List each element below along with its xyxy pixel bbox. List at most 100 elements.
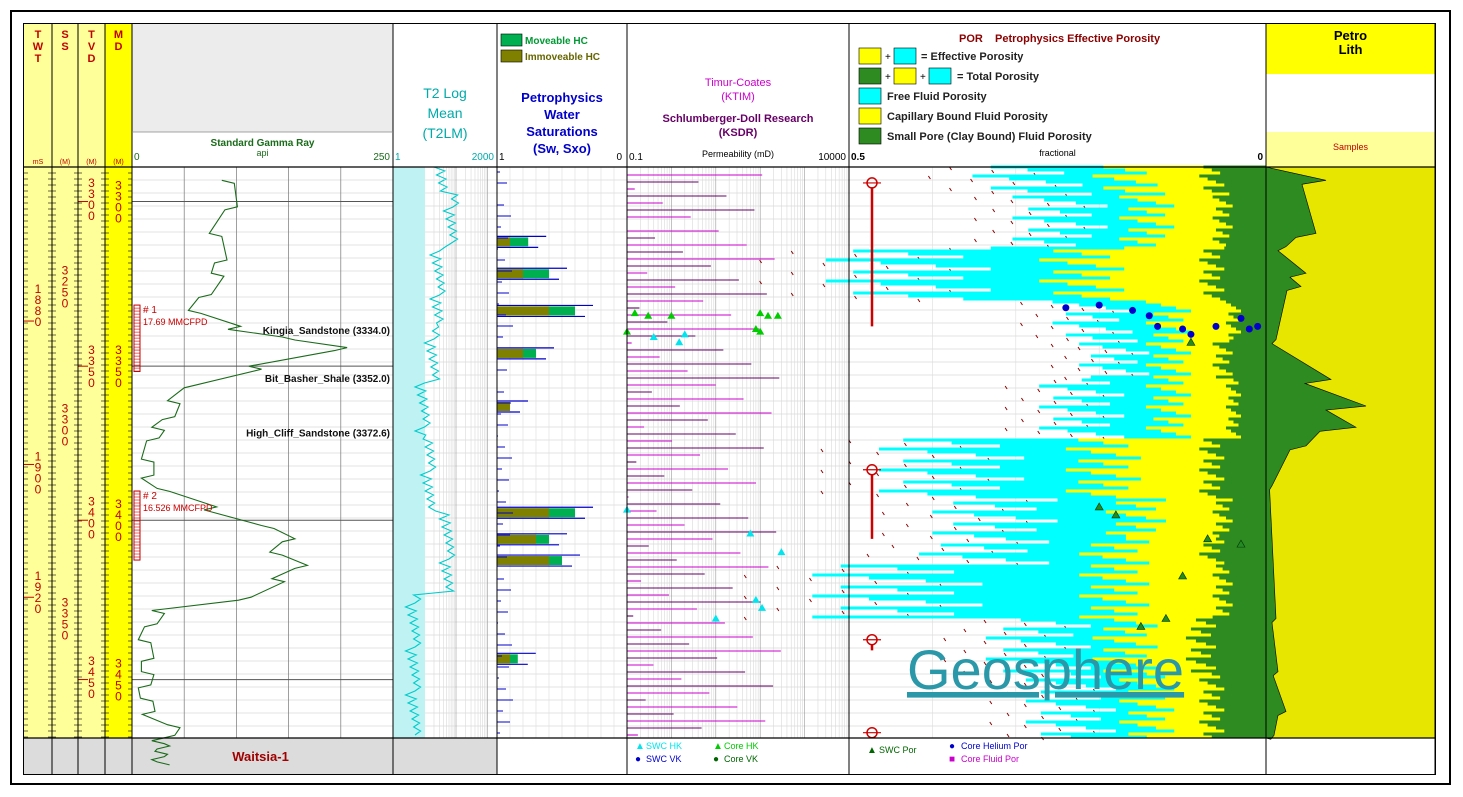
core-hk-point — [773, 311, 782, 319]
md-depth-label: 3 — [115, 343, 122, 357]
lith-header-bg — [1266, 24, 1435, 74]
md-unit: (M) — [113, 159, 124, 166]
sat-legend-label: Immoveable HC — [525, 52, 600, 63]
total-porosity-curve — [776, 565, 780, 570]
md-depth-label: 3 — [115, 190, 122, 204]
total-porosity-curve — [876, 472, 880, 477]
total-porosity-curve — [1066, 337, 1069, 342]
total-porosity-curve — [1053, 400, 1057, 405]
ss-depth-label: 5 — [62, 617, 69, 631]
twt-depth-label: 1 — [35, 569, 42, 583]
sat-max: 0 — [616, 152, 622, 163]
md-depth-label: 3 — [115, 179, 122, 193]
tot-por-swatch-yellow — [893, 67, 917, 85]
tvd-header-letter: D — [88, 53, 96, 65]
tvd-depth-label: 0 — [88, 198, 95, 212]
total-porosity-curve — [1050, 304, 1054, 309]
total-porosity-curve — [1023, 724, 1027, 729]
md-depth-label: 4 — [115, 668, 122, 682]
well-log-chart: TWTmSSS(M)TVD(M)MD(M)1880190019203250330… — [24, 24, 1435, 774]
t2lm-title-line: (T2LM) — [422, 125, 467, 141]
formation-top-label: Bit_Basher_Shale (3352.0) — [265, 374, 390, 385]
ss-depth-label: 0 — [62, 297, 69, 311]
twt-header-letter: T — [35, 29, 42, 41]
swc-hk-point — [711, 614, 720, 622]
tot-por-swatch-cyan — [928, 67, 952, 85]
total-porosity-curve — [1004, 385, 1008, 390]
total-porosity-curve — [989, 679, 993, 684]
total-porosity-curve — [820, 469, 824, 474]
total-porosity-curve — [929, 514, 933, 519]
sat-title-line: (Sw, Sxo) — [533, 141, 591, 156]
total-porosity-curve — [1069, 391, 1073, 396]
total-porosity-curve — [854, 295, 857, 300]
total-porosity-curve — [841, 589, 845, 594]
total-porosity-curve — [820, 490, 824, 495]
total-porosity-curve — [874, 580, 878, 585]
ss-depth-label: 0 — [62, 628, 69, 642]
total-porosity-curve — [1066, 316, 1069, 321]
total-porosity-curve — [949, 187, 952, 192]
por-unit: fractional — [1039, 148, 1076, 158]
por-title: Petrophysics Effective Porosity — [995, 33, 1161, 45]
tvd-depth-label: 3 — [88, 187, 95, 201]
immoveable-hc-band — [497, 508, 549, 518]
total-porosity-curve — [917, 298, 921, 303]
t2lm-curve — [404, 166, 460, 736]
total-porosity-curve — [943, 658, 947, 663]
swc-hk-point — [680, 330, 689, 338]
sat-title-line: Petrophysics — [521, 90, 603, 105]
total-porosity-curve — [977, 517, 981, 522]
total-porosity-curve — [822, 262, 826, 267]
test-id: # 1 — [143, 305, 157, 316]
sat-min: 1 — [499, 152, 505, 163]
test-rate: 16.526 MMCFPD — [143, 503, 213, 513]
por-legend-swatch — [858, 107, 882, 125]
total-porosity-curve — [992, 208, 996, 213]
total-porosity-curve — [1041, 694, 1044, 699]
por-legend-total: = Total Porosity — [957, 71, 1040, 83]
total-porosity-curve — [876, 493, 880, 498]
tvd-depth-label: 0 — [88, 517, 95, 531]
swc-por-point — [1111, 510, 1121, 519]
total-porosity-curve — [1069, 433, 1073, 438]
legend-plus: + — [920, 72, 926, 83]
twt-header-letter: W — [33, 41, 44, 53]
t2lm-title-line: T2 Log — [423, 85, 467, 101]
total-porosity-curve — [809, 598, 812, 603]
tvd-depth-label: 0 — [88, 209, 95, 223]
ss-depth-label: 0 — [62, 424, 69, 438]
twt-depth-label: 0 — [35, 471, 42, 485]
total-porosity-curve — [931, 496, 935, 501]
perm-unit: Permeability (mD) — [702, 149, 774, 159]
total-porosity-curve — [1037, 409, 1041, 414]
total-porosity-curve — [841, 568, 845, 573]
immoveable-hc-band — [497, 402, 510, 412]
immoveable-hc-band — [497, 534, 536, 544]
swc-hk-point — [758, 603, 767, 611]
total-porosity-curve — [1104, 370, 1108, 375]
twt-depth-label: 0 — [35, 315, 42, 329]
swc-hk-point — [649, 332, 658, 340]
test-rate: 17.69 MMCFPD — [143, 317, 208, 327]
total-porosity-curve — [1041, 673, 1044, 678]
total-porosity-curve — [953, 526, 957, 531]
core-hk-point — [764, 311, 773, 319]
total-porosity-curve — [904, 484, 907, 489]
total-porosity-curve — [1010, 220, 1014, 225]
total-porosity-curve — [1104, 349, 1108, 354]
t2lm-max: 2000 — [472, 152, 495, 163]
geosphere-logo: Geosphere — [907, 638, 1184, 701]
total-porosity-curve — [1046, 202, 1050, 207]
total-porosity-curve — [1077, 367, 1081, 372]
swc-hk-point — [777, 548, 786, 556]
perm-title1-line: (KTIM) — [721, 91, 755, 103]
total-porosity-curve — [966, 538, 970, 543]
immoveable-hc-band — [497, 237, 510, 247]
total-porosity-curve — [841, 610, 845, 615]
swc-por-point — [1136, 621, 1146, 630]
total-porosity-curve — [790, 271, 794, 276]
por-bottom-legend-label: Core Helium Por — [961, 741, 1028, 751]
